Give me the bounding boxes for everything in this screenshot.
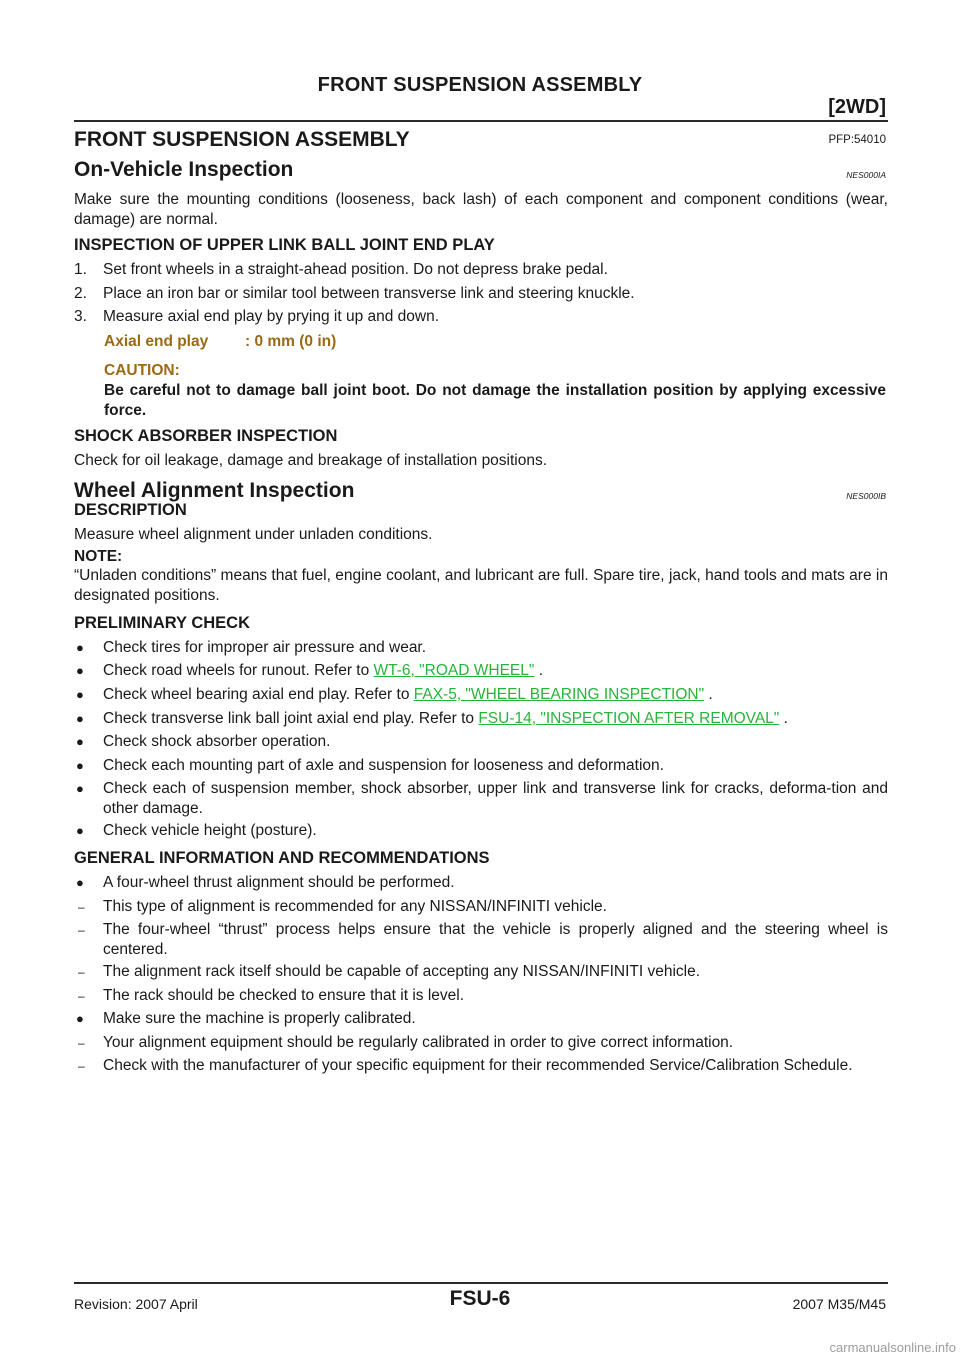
description-heading: DESCRIPTION (74, 501, 187, 519)
item-text-suffix: . (704, 686, 713, 703)
step-number: 2. (74, 285, 87, 302)
spec-label: Axial end play (104, 333, 209, 350)
dash-icon: – (78, 900, 85, 914)
bullet-icon: ● (76, 823, 84, 838)
item-text-suffix: . (534, 662, 544, 679)
road-wheel-link[interactable]: WT-6, "ROAD WHEEL" (373, 662, 535, 679)
bullet-icon: ● (76, 1011, 84, 1026)
item-text: Make sure the machine is properly calibr… (103, 1010, 416, 1027)
note-heading: NOTE: (74, 548, 123, 565)
item-text: The four-wheel “thrust” process helps en… (103, 921, 888, 958)
on-vehicle-intro: Make sure the mounting conditions (loose… (74, 191, 888, 228)
dash-icon: – (78, 989, 85, 1003)
alignment-code: NES000IB (846, 491, 886, 501)
general-heading: GENERAL INFORMATION AND RECOMMENDATIONS (74, 849, 490, 867)
watermark: carmanualsonline.info (829, 1340, 956, 1355)
header-divider (74, 120, 888, 122)
step-text: Set front wheels in a straight-ahead pos… (103, 261, 608, 278)
section-part-code: PFP:54010 (828, 134, 886, 146)
wheel-bearing-inspection-link[interactable]: FAX-5, "WHEEL BEARING INSPECTION" (413, 686, 705, 703)
item-text-suffix: . (779, 710, 788, 727)
bullet-icon: ● (76, 781, 84, 796)
bullet-icon: ● (76, 734, 84, 749)
inspection-after-removal-link[interactable]: FSU-14, "INSPECTION AFTER REMOVAL" (478, 710, 780, 727)
note-text: “Unladen conditions” means that fuel, en… (74, 567, 888, 604)
dash-icon: – (78, 965, 85, 979)
step-text: Measure axial end play by prying it up a… (103, 308, 440, 325)
item-text: Check shock absorber operation. (103, 733, 331, 750)
item-text: Check vehicle height (posture). (103, 822, 317, 839)
dash-icon: – (78, 923, 85, 937)
on-vehicle-code: NES000IA (846, 170, 886, 180)
bullet-icon: ● (76, 687, 84, 702)
item-text: Check tires for improper air pressure an… (103, 639, 427, 656)
bullet-icon: ● (76, 640, 84, 655)
step-number: 1. (74, 261, 87, 278)
step-text: Place an iron bar or similar tool betwee… (103, 285, 635, 302)
item-text: The alignment rack itself should be capa… (103, 963, 701, 980)
page-number: FSU-6 (449, 1287, 511, 1310)
alignment-title: Wheel Alignment Inspection (74, 479, 355, 502)
page-header-title: FRONT SUSPENSION ASSEMBLY (317, 74, 643, 96)
description-text: Measure wheel alignment under unladen co… (74, 526, 433, 543)
caution-heading: CAUTION: (104, 362, 180, 379)
footer-revision: Revision: 2007 April (74, 1296, 198, 1312)
dash-icon: – (78, 1036, 85, 1050)
shock-text: Check for oil leakage, damage and breaka… (74, 452, 548, 469)
item-text: Your alignment equipment should be regul… (103, 1034, 734, 1051)
ball-joint-heading: INSPECTION OF UPPER LINK BALL JOINT END … (74, 236, 495, 254)
bullet-icon: ● (76, 711, 84, 726)
caution-text: Be careful not to damage ball joint boot… (104, 382, 886, 419)
item-text: Check transverse link ball joint axial e… (103, 710, 479, 727)
on-vehicle-title: On-Vehicle Inspection (74, 158, 294, 181)
spec-value: : 0 mm (0 in) (245, 333, 337, 350)
item-text: Check each mounting part of axle and sus… (103, 757, 664, 774)
item-text: The rack should be checked to ensure tha… (103, 987, 465, 1004)
footer-model: 2007 M35/M45 (792, 1296, 886, 1312)
dash-icon: – (78, 1059, 85, 1073)
section-title: FRONT SUSPENSION ASSEMBLY (74, 128, 410, 151)
bullet-icon: ● (76, 663, 84, 678)
item-text: Check road wheels for runout. Refer to (103, 662, 374, 679)
shock-heading: SHOCK ABSORBER INSPECTION (74, 427, 338, 445)
item-text: Check wheel bearing axial end play. Refe… (103, 686, 414, 703)
preliminary-heading: PRELIMINARY CHECK (74, 614, 251, 632)
item-text: A four-wheel thrust alignment should be … (103, 874, 455, 891)
page-header-tag: [2WD] (828, 96, 886, 118)
footer-divider (74, 1282, 888, 1284)
item-text: Check each of suspension member, shock a… (103, 780, 888, 817)
bullet-icon: ● (76, 875, 84, 890)
item-text: Check with the manufacturer of your spec… (103, 1057, 853, 1074)
item-text: This type of alignment is recommended fo… (103, 898, 607, 915)
step-number: 3. (74, 308, 87, 325)
bullet-icon: ● (76, 758, 84, 773)
